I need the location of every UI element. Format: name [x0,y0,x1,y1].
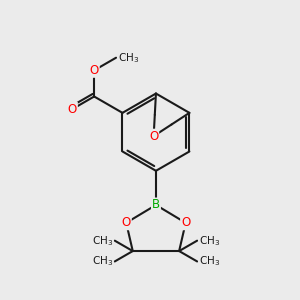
Text: O: O [68,103,77,116]
Text: O: O [122,216,131,229]
Text: CH$_3$: CH$_3$ [92,234,113,248]
Text: B: B [152,199,160,212]
Text: O: O [181,216,190,229]
Text: CH$_3$: CH$_3$ [199,255,220,268]
Text: CH$_3$: CH$_3$ [92,255,113,268]
Text: O: O [89,64,99,77]
Text: CH$_3$: CH$_3$ [118,51,139,64]
Text: O: O [149,130,158,142]
Text: CH$_3$: CH$_3$ [199,234,220,248]
